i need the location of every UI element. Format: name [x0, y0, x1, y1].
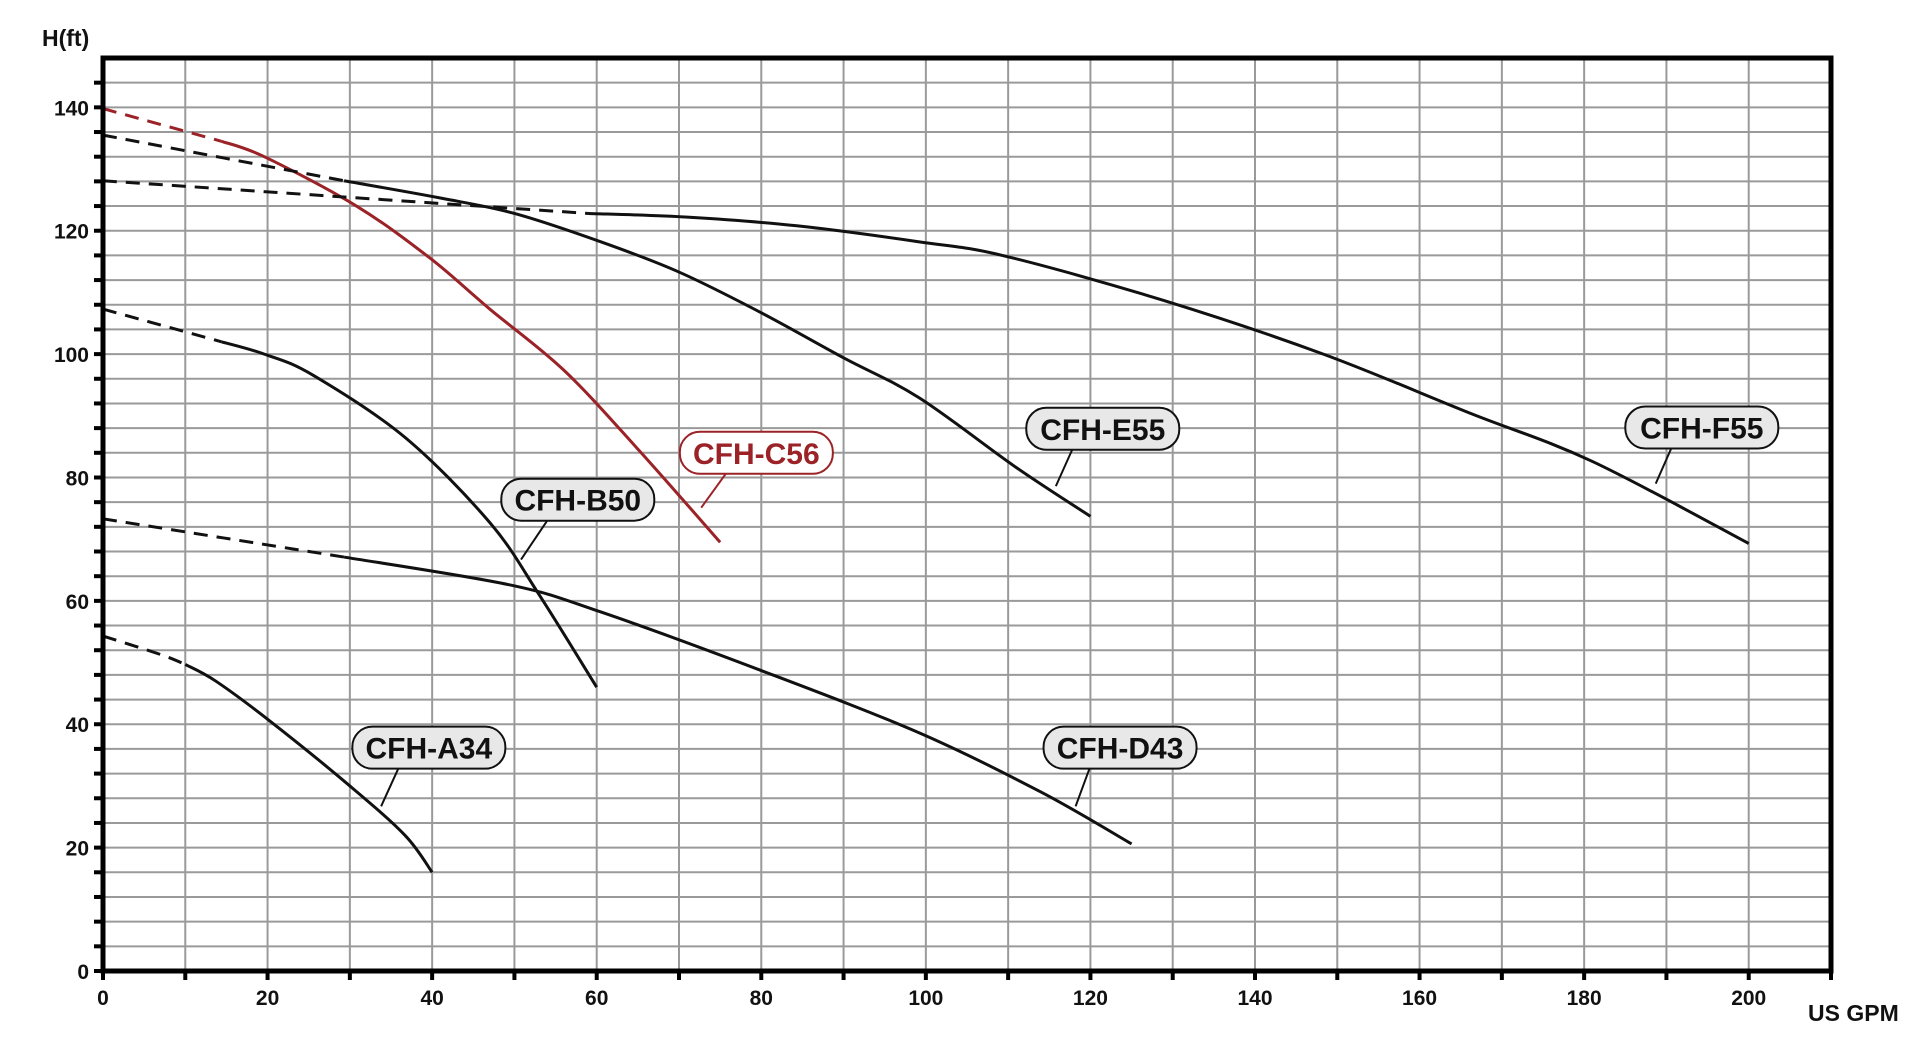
label-box-cfh-d43: [1042, 725, 1198, 770]
x-tick-label: 60: [585, 987, 608, 1010]
curve-cfh-b50-dashed: [102, 307, 222, 344]
y-tick-label: 80: [66, 467, 89, 490]
y-tick-label: 120: [54, 221, 89, 244]
label-cfh-b50: CFH-B50: [514, 485, 641, 518]
curve-cfh-d43-dashed: [102, 517, 345, 559]
y-axis-title: H(ft): [42, 25, 89, 51]
label-box-cfh-b50: [500, 477, 656, 522]
x-axis-title: US GPM: [1808, 1000, 1899, 1026]
x-tick-label: 80: [750, 987, 773, 1010]
plot-frame: [100, 55, 1834, 974]
x-tick-label: 120: [1073, 987, 1108, 1010]
label-cfh-a34: CFH-A34: [366, 733, 493, 766]
y-tick-label: 140: [54, 97, 89, 120]
label-cfh-d43: CFH-D43: [1057, 733, 1184, 766]
y-tick-label: 60: [66, 591, 89, 614]
label-box-cfh-a34: [351, 725, 507, 770]
label-leader-cfh-b50: [520, 520, 549, 561]
label-cfh-c56: CFH-C56: [693, 438, 820, 471]
label-box-cfh-e55: [1025, 406, 1181, 451]
curve-cfh-a34-dashed: [102, 634, 186, 666]
y-tick-label: 100: [54, 344, 89, 367]
label-cfh-f55: CFH-F55: [1640, 413, 1763, 446]
curve-cfh-f55: [588, 211, 1750, 545]
label-leader-cfh-f55: [1654, 448, 1673, 485]
x-tick-label: 180: [1567, 987, 1602, 1010]
label-leader-cfh-d43: [1074, 768, 1091, 807]
x-tick-label: 0: [97, 987, 109, 1010]
x-tick-label: 140: [1237, 987, 1272, 1010]
y-tick-label: 40: [66, 714, 89, 737]
x-tick-label: 160: [1402, 987, 1437, 1010]
axes: 0 20 40 60 80 100 120 140 160 180 200 0 20 40 60 80 100 1…: [54, 55, 1834, 1010]
y-tick-label: 20: [66, 838, 89, 861]
x-tick-label: 20: [256, 987, 279, 1010]
x-tick-label: 100: [908, 987, 943, 1010]
label-box-cfh-c56: [678, 430, 834, 475]
grid: [103, 58, 1831, 971]
label-leader-cfh-c56: [700, 473, 727, 509]
curve-cfh-c56: [220, 139, 722, 544]
curve-cfh-d43: [343, 555, 1133, 846]
x-tick-label: 40: [420, 987, 443, 1010]
label-cfh-e55: CFH-E55: [1040, 414, 1165, 447]
curve-cfh-b50: [221, 340, 598, 689]
curve-cfh-a34: [184, 663, 434, 874]
curves: [102, 107, 1750, 874]
label-leader-cfh-e55: [1054, 449, 1074, 487]
curve-cfh-e55-dashed: [102, 133, 345, 183]
x-tick-label: 200: [1731, 987, 1766, 1010]
curve-labels: CFH-A34 CFH-B50 CFH-C56 CFH-D43 CFH-E55 CFH-F…: [351, 405, 1780, 807]
curve-cfh-c56-dashed: [102, 107, 222, 143]
y-tick-label: 0: [77, 961, 89, 984]
label-leader-cfh-a34: [380, 768, 400, 807]
curve-cfh-f55-dashed: [102, 179, 589, 215]
label-box-cfh-f55: [1624, 405, 1780, 450]
